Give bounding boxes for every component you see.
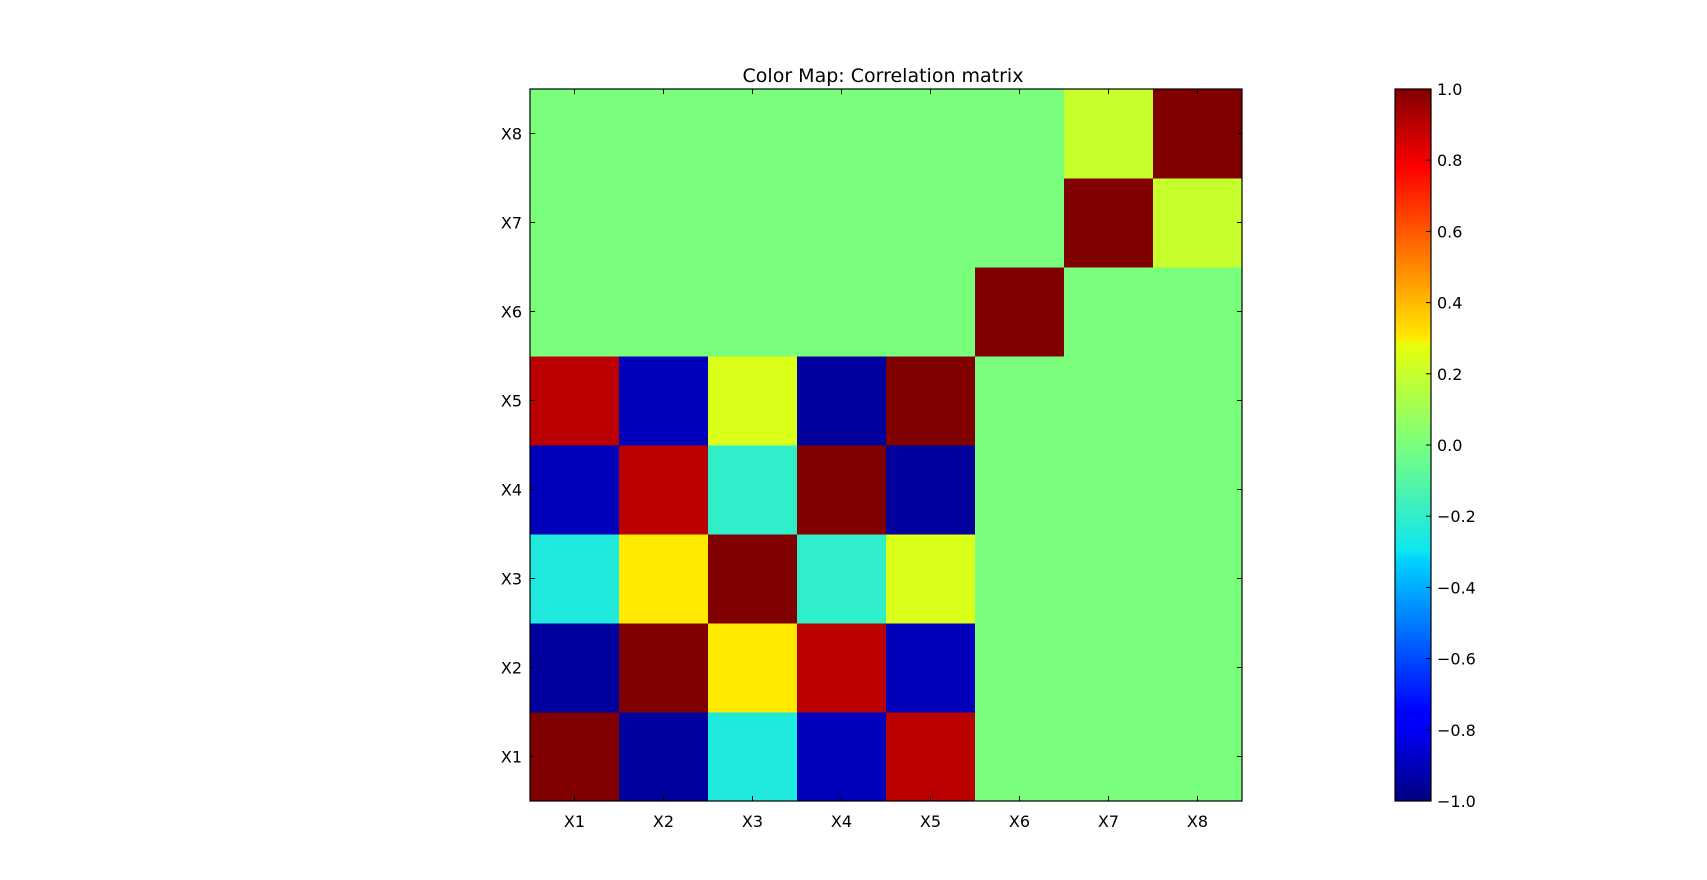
colorbar-tick-label: −0.4 [1437,578,1476,597]
heatmap-cell-X6-X1 [530,267,620,357]
heatmap-cell-X2-X1 [530,623,620,713]
heatmap-cell-X3-X3 [708,534,798,624]
heatmap-cell-X5-X3 [708,356,798,446]
heatmap-cell-X2-X4 [797,623,887,713]
heatmap-cell-X5-X2 [619,356,709,446]
y-axis: X1 X2 X3 X4 X5 X6 X7 X8 [501,125,1242,767]
heatmap-cell-X3-X4 [797,534,887,624]
colorbar-tick-label: −0.2 [1437,507,1476,526]
colorbar-tick-label: 0.8 [1437,151,1462,170]
heatmap-cells [530,89,1243,802]
heatmap-cell-X2-X6 [975,623,1065,713]
colorbar-axis: 1.0 0.8 0.6 0.4 0.2 0.0 −0.2 −0.4 −0.6 −0.8 −1.0 [1426,80,1476,811]
heatmap-cell-X3-X8 [1153,534,1243,624]
y-tick-label: X2 [501,659,522,678]
chart-title: Color Map: Correlation matrix [743,65,1024,87]
colorbar-tick-label: 0.2 [1437,365,1462,384]
heatmap-cell-X6-X5 [886,267,976,357]
heatmap-cell-X6-X7 [1064,267,1154,357]
heatmap-cell-X2-X5 [886,623,976,713]
heatmap-cell-X1-X6 [975,712,1065,802]
x-tick-label: X3 [742,812,763,831]
colorbar-tick-label: −0.8 [1437,721,1476,740]
heatmap-cell-X1-X4 [797,712,887,802]
heatmap-cell-X4-X6 [975,445,1065,535]
heatmap-cell-X1-X1 [530,712,620,802]
x-tick-label: X6 [1009,812,1030,831]
heatmap-cell-X8-X3 [708,89,798,179]
heatmap-cell-X5-X5 [886,356,976,446]
heatmap-cell-X8-X1 [530,89,620,179]
heatmap-cell-X1-X7 [1064,712,1154,802]
heatmap-cell-X4-X1 [530,445,620,535]
heatmap-cell-X7-X5 [886,178,976,268]
heatmap-cell-X4-X7 [1064,445,1154,535]
x-tick-label: X1 [564,812,585,831]
colorbar [1394,88,1432,802]
y-tick-label: X8 [501,125,522,144]
heatmap-cell-X1-X8 [1153,712,1243,802]
y-tick-label: X6 [501,303,522,322]
heatmap-cell-X3-X5 [886,534,976,624]
heatmap-cell-X8-X5 [886,89,976,179]
heatmap-cell-X4-X5 [886,445,976,535]
y-tick-label: X1 [501,748,522,767]
heatmap-cell-X4-X8 [1153,445,1243,535]
y-tick-label: X4 [501,481,522,500]
heatmap-cell-X7-X2 [619,178,709,268]
x-tick-label: X7 [1098,812,1119,831]
heatmap-cell-X4-X3 [708,445,798,535]
heatmap-cell-X7-X7 [1064,178,1154,268]
heatmap-cell-X2-X3 [708,623,798,713]
heatmap-cell-X4-X2 [619,445,709,535]
x-tick-label: X4 [831,812,852,831]
heatmap-cell-X5-X6 [975,356,1065,446]
colorbar-tick-label: 0.6 [1437,222,1462,241]
heatmap-cell-X3-X7 [1064,534,1154,624]
heatmap-cell-X2-X2 [619,623,709,713]
heatmap-cell-X8-X6 [975,89,1065,179]
heatmap-cell-X7-X8 [1153,178,1243,268]
heatmap-cell-X4-X4 [797,445,887,535]
heatmap-cell-X3-X6 [975,534,1065,624]
heatmap-cell-X7-X3 [708,178,798,268]
heatmap-cell-X8-X2 [619,89,709,179]
heatmap-cell-X7-X6 [975,178,1065,268]
y-tick-label: X5 [501,392,522,411]
x-axis: X1 X2 X3 X4 X5 X6 X7 X8 [564,89,1208,831]
heatmap-cell-X7-X4 [797,178,887,268]
heatmap-cell-X8-X4 [797,89,887,179]
heatmap-cell-X3-X1 [530,534,620,624]
x-tick-label: X8 [1187,812,1208,831]
colorbar-tick-label: −0.6 [1437,650,1476,669]
y-tick-label: X3 [501,570,522,589]
heatmap-cell-X5-X1 [530,356,620,446]
heatmap-cell-X5-X8 [1153,356,1243,446]
heatmap-cell-X1-X3 [708,712,798,802]
heatmap-cell-X7-X1 [530,178,620,268]
heatmap-cell-X5-X4 [797,356,887,446]
heatmap-cell-X6-X8 [1153,267,1243,357]
heatmap-cell-X3-X2 [619,534,709,624]
colorbar-tick-label: 0.0 [1437,436,1462,455]
x-tick-label: X5 [920,812,941,831]
heatmap-cell-X8-X8 [1153,89,1243,179]
heatmap-cell-X2-X7 [1064,623,1154,713]
heatmap-cell-X6-X6 [975,267,1065,357]
heatmap-cell-X8-X7 [1064,89,1154,179]
heatmap-cell-X5-X7 [1064,356,1154,446]
heatmap-cell-X6-X2 [619,267,709,357]
colorbar-tick-label: 0.4 [1437,294,1462,313]
x-tick-label: X2 [653,812,674,831]
y-tick-label: X7 [501,214,522,233]
heatmap-cell-X6-X4 [797,267,887,357]
heatmap-cell-X1-X5 [886,712,976,802]
colorbar-tick-label: 1.0 [1437,80,1462,99]
heatmap-cell-X6-X3 [708,267,798,357]
colorbar-tick-label: −1.0 [1437,792,1476,811]
heatmap-cell-X1-X2 [619,712,709,802]
heatmap-cell-X2-X8 [1153,623,1243,713]
heatmap-frame [529,88,1243,802]
